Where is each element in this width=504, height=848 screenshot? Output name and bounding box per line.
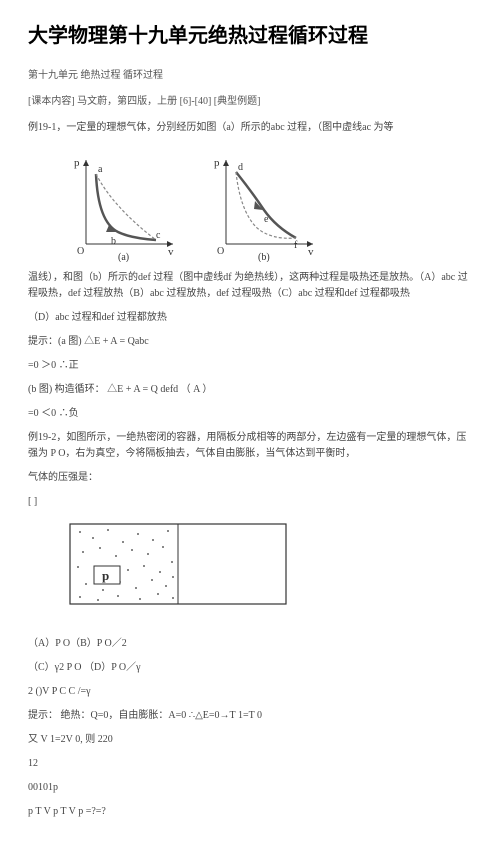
paragraph-3: （D）abc 过程和def 过程都放热 [28, 310, 476, 326]
source-line: [课本内容] 马文蔚，第四版，上册 [6]-[40] [典型例题] [28, 94, 476, 110]
svg-text:b: b [111, 236, 116, 247]
svg-text:d: d [238, 162, 243, 173]
paragraph-4: 提示：(a 图) △E + A = Qabc [28, 334, 476, 350]
svg-text:p: p [214, 157, 220, 169]
svg-text:O: O [217, 246, 224, 257]
svg-text:c: c [156, 230, 161, 241]
paragraph-6: (b 图) 构造循环： △E + A = Q defd （ A ） [28, 382, 476, 398]
axis-v-label: v [168, 246, 174, 258]
paragraph-13: 2 ()V P C C /=γ [28, 684, 476, 700]
svg-text:p: p [102, 568, 109, 583]
pv-diagram-b: p v O d e f (b) [208, 152, 318, 262]
paragraph-5: =0 ＞0 ∴正 [28, 358, 476, 374]
paragraph-10: [ ] [28, 494, 476, 510]
paragraph-1: 例19-1，一定量的理想气体，分别经历如图（a）所示的abc 过程，（图中虚线a… [28, 120, 476, 136]
pv-diagrams: p v O a b c (a) p v O [68, 152, 476, 262]
pv-diagram-a: p v O a b c (a) [68, 152, 178, 262]
paragraph-15: 又 V 1=2V 0, 则 220 [28, 732, 476, 748]
caption-a: (a) [118, 252, 129, 262]
svg-text:f: f [294, 240, 298, 251]
axis-p-label: p [74, 157, 80, 169]
svg-text:v: v [308, 246, 314, 258]
caption-b: (b) [258, 252, 270, 262]
paragraph-16: 12 [28, 756, 476, 772]
paragraph-7: =0 ＜0 ∴负 [28, 406, 476, 422]
paragraph-18: p T V p T V p =?=? [28, 804, 476, 820]
subtitle: 第十九单元 绝热过程 循环过程 [28, 68, 476, 84]
paragraph-12: （C）γ2 P O （D）P O／γ [28, 660, 476, 676]
container-diagram: p [68, 522, 476, 624]
origin-label: O [77, 246, 84, 257]
paragraph-11: （A）P O（B）P O／2 [28, 636, 476, 652]
paragraph-17: 00101p [28, 780, 476, 796]
page-title: 大学物理第十九单元绝热过程循环过程 [28, 20, 476, 52]
svg-text:e: e [264, 214, 269, 225]
paragraph-9: 气体的压强是： [28, 470, 476, 486]
paragraph-14: 提示： 绝热：Q=0，自由膨胀：A=0 ∴△E=0→T 1=T 0 [28, 708, 476, 724]
svg-text:a: a [98, 164, 103, 175]
paragraph-2: 温线），和图（b）所示的def 过程（图中虚线df 为绝热线），这两种过程是吸热… [28, 270, 476, 302]
paragraph-8: 例19-2，如图所示，一绝热密闭的容器，用隔板分成相等的两部分，左边盛有一定量的… [28, 430, 476, 462]
